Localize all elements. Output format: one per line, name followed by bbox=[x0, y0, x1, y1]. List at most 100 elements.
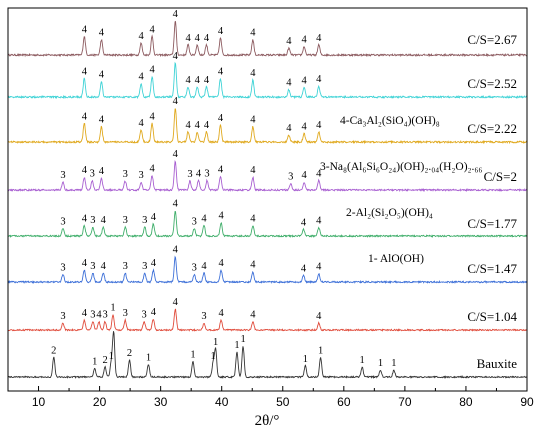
peak-label: 4 bbox=[250, 165, 256, 176]
peak-label: 2 bbox=[127, 348, 132, 359]
peak-label: 1 bbox=[234, 340, 239, 351]
phase-legend-3: 3-Na₈(Al₆Si₆O₂₄)(OH)₂.₀₄(H₂O)₂.₆₆ bbox=[320, 161, 482, 173]
peak-label: 3 bbox=[288, 172, 293, 183]
peak-label: 1 bbox=[303, 354, 308, 365]
peak-label: 1 bbox=[378, 358, 383, 369]
peak-label: 1 bbox=[146, 352, 151, 363]
peak-label: 4 bbox=[82, 111, 88, 122]
peak-label: 4 bbox=[101, 261, 107, 272]
peak-label: 3 bbox=[60, 217, 65, 228]
peak-label: 2 bbox=[102, 355, 107, 366]
peak-label: 4 bbox=[316, 311, 322, 322]
peak-label: 4 bbox=[196, 168, 202, 179]
peak-label: 4 bbox=[99, 166, 105, 177]
peak-label: 3 bbox=[123, 261, 128, 272]
peak-label: 1 bbox=[360, 355, 365, 366]
peak-label: 4 bbox=[204, 120, 210, 131]
peak-label: 4 bbox=[218, 308, 224, 319]
peak-label: 4 bbox=[250, 260, 256, 271]
peak-label: 1 bbox=[211, 351, 216, 362]
x-tick-label: 40 bbox=[215, 395, 229, 409]
peak-label: 4 bbox=[250, 310, 256, 321]
peak-label: 3 bbox=[142, 215, 147, 226]
peak-label: 4 bbox=[316, 216, 322, 227]
peak-label: 1 bbox=[213, 337, 218, 348]
series-name-label: C/S=2.67 bbox=[467, 32, 517, 47]
peak-label: 4 bbox=[138, 31, 144, 42]
peak-label: 3 bbox=[123, 169, 128, 180]
peak-label: 4 bbox=[173, 149, 179, 160]
peak-label: 4 bbox=[302, 75, 308, 86]
peak-label: 4 bbox=[185, 120, 191, 131]
peak-label: 3 bbox=[187, 169, 192, 180]
peak-label: 4 bbox=[173, 297, 179, 308]
peak-label: 1 bbox=[109, 351, 114, 362]
x-tick-label: 80 bbox=[459, 395, 473, 409]
peak-label: 4 bbox=[218, 258, 224, 269]
peak-label: 4 bbox=[82, 66, 88, 77]
peak-label: 4 bbox=[250, 28, 256, 39]
series-name-label: C/S=1.77 bbox=[467, 216, 517, 231]
series-line-2 bbox=[7, 108, 528, 145]
peak-label: 4 bbox=[185, 75, 191, 86]
x-axis-title: 2θ/° bbox=[255, 413, 280, 429]
phase-legend-2: 2-Al₂(Si₂O₅)(OH)₄ bbox=[346, 207, 433, 219]
plot-frame bbox=[7, 7, 528, 392]
peak-label: 1 bbox=[391, 358, 396, 369]
peak-label: 4 bbox=[302, 170, 308, 181]
series-line-4 bbox=[7, 211, 528, 238]
peak-label: 4 bbox=[173, 9, 179, 20]
peak-label: 1 bbox=[318, 345, 323, 356]
peak-label: 3 bbox=[123, 308, 128, 319]
peak-label: 4 bbox=[96, 310, 102, 321]
peak-label: 4 bbox=[138, 71, 144, 82]
peak-label: 4 bbox=[82, 214, 88, 225]
peak-label: 4 bbox=[316, 168, 322, 179]
peak-label: 1 bbox=[240, 334, 245, 345]
series-line-5 bbox=[7, 255, 528, 285]
peak-label: 4 bbox=[82, 258, 88, 269]
peak-label: 4 bbox=[99, 115, 105, 126]
peak-label: 3 bbox=[201, 311, 206, 322]
peak-label: 1 bbox=[110, 303, 115, 314]
peak-label: 4 bbox=[201, 261, 207, 272]
peak-label: 3 bbox=[90, 261, 95, 272]
peak-label: 4 bbox=[250, 115, 256, 126]
peak-label: 3 bbox=[204, 168, 209, 179]
peak-label: 3 bbox=[60, 170, 65, 181]
peak-label: 2 bbox=[51, 345, 56, 356]
peak-label: 4 bbox=[218, 211, 224, 222]
peak-label: 3 bbox=[123, 215, 128, 226]
peak-label: 4 bbox=[185, 33, 191, 44]
peak-label: 4 bbox=[149, 164, 155, 175]
peak-label: 4 bbox=[286, 78, 292, 89]
peak-label: 4 bbox=[151, 258, 157, 269]
series-name-label: C/S=1.04 bbox=[467, 309, 517, 324]
series-name-label: C/S=1.47 bbox=[467, 261, 517, 276]
peak-label: 4 bbox=[302, 35, 308, 46]
peak-label: 3 bbox=[138, 170, 143, 181]
series-names: C/S=2.67 C/S=2.52 C/S=2.22 C/S=2 C/S=1.77 C/S… bbox=[467, 32, 517, 371]
x-tick-label: 10 bbox=[32, 395, 46, 409]
peak-label: 4 bbox=[201, 214, 207, 225]
peak-label: 4 bbox=[250, 68, 256, 79]
peak-label: 4 bbox=[99, 28, 105, 39]
peak-label: 4 bbox=[138, 118, 144, 129]
series-line-1 bbox=[7, 61, 527, 100]
peak-label: 4 bbox=[195, 120, 201, 131]
peak-label: 4 bbox=[301, 217, 307, 228]
series-name-label: Bauxite bbox=[477, 356, 518, 371]
peak-label: 4 bbox=[218, 165, 224, 176]
peak-label: 3 bbox=[142, 261, 147, 272]
peak-label: 4 bbox=[195, 75, 201, 86]
phase-legend-4: 4-Ca₃Al₂(SiO₄)(OH)₈ bbox=[340, 115, 440, 127]
phase-legend-1: 1- AlO(OH) bbox=[368, 253, 424, 265]
peak-label: 4 bbox=[204, 33, 210, 44]
series-line-7 bbox=[7, 331, 527, 380]
x-tick-label: 20 bbox=[93, 395, 107, 409]
peak-label: 4 bbox=[149, 24, 155, 35]
series-line-3 bbox=[7, 160, 528, 193]
peak-label: 3 bbox=[192, 217, 197, 228]
peak-label: 4 bbox=[286, 123, 292, 134]
